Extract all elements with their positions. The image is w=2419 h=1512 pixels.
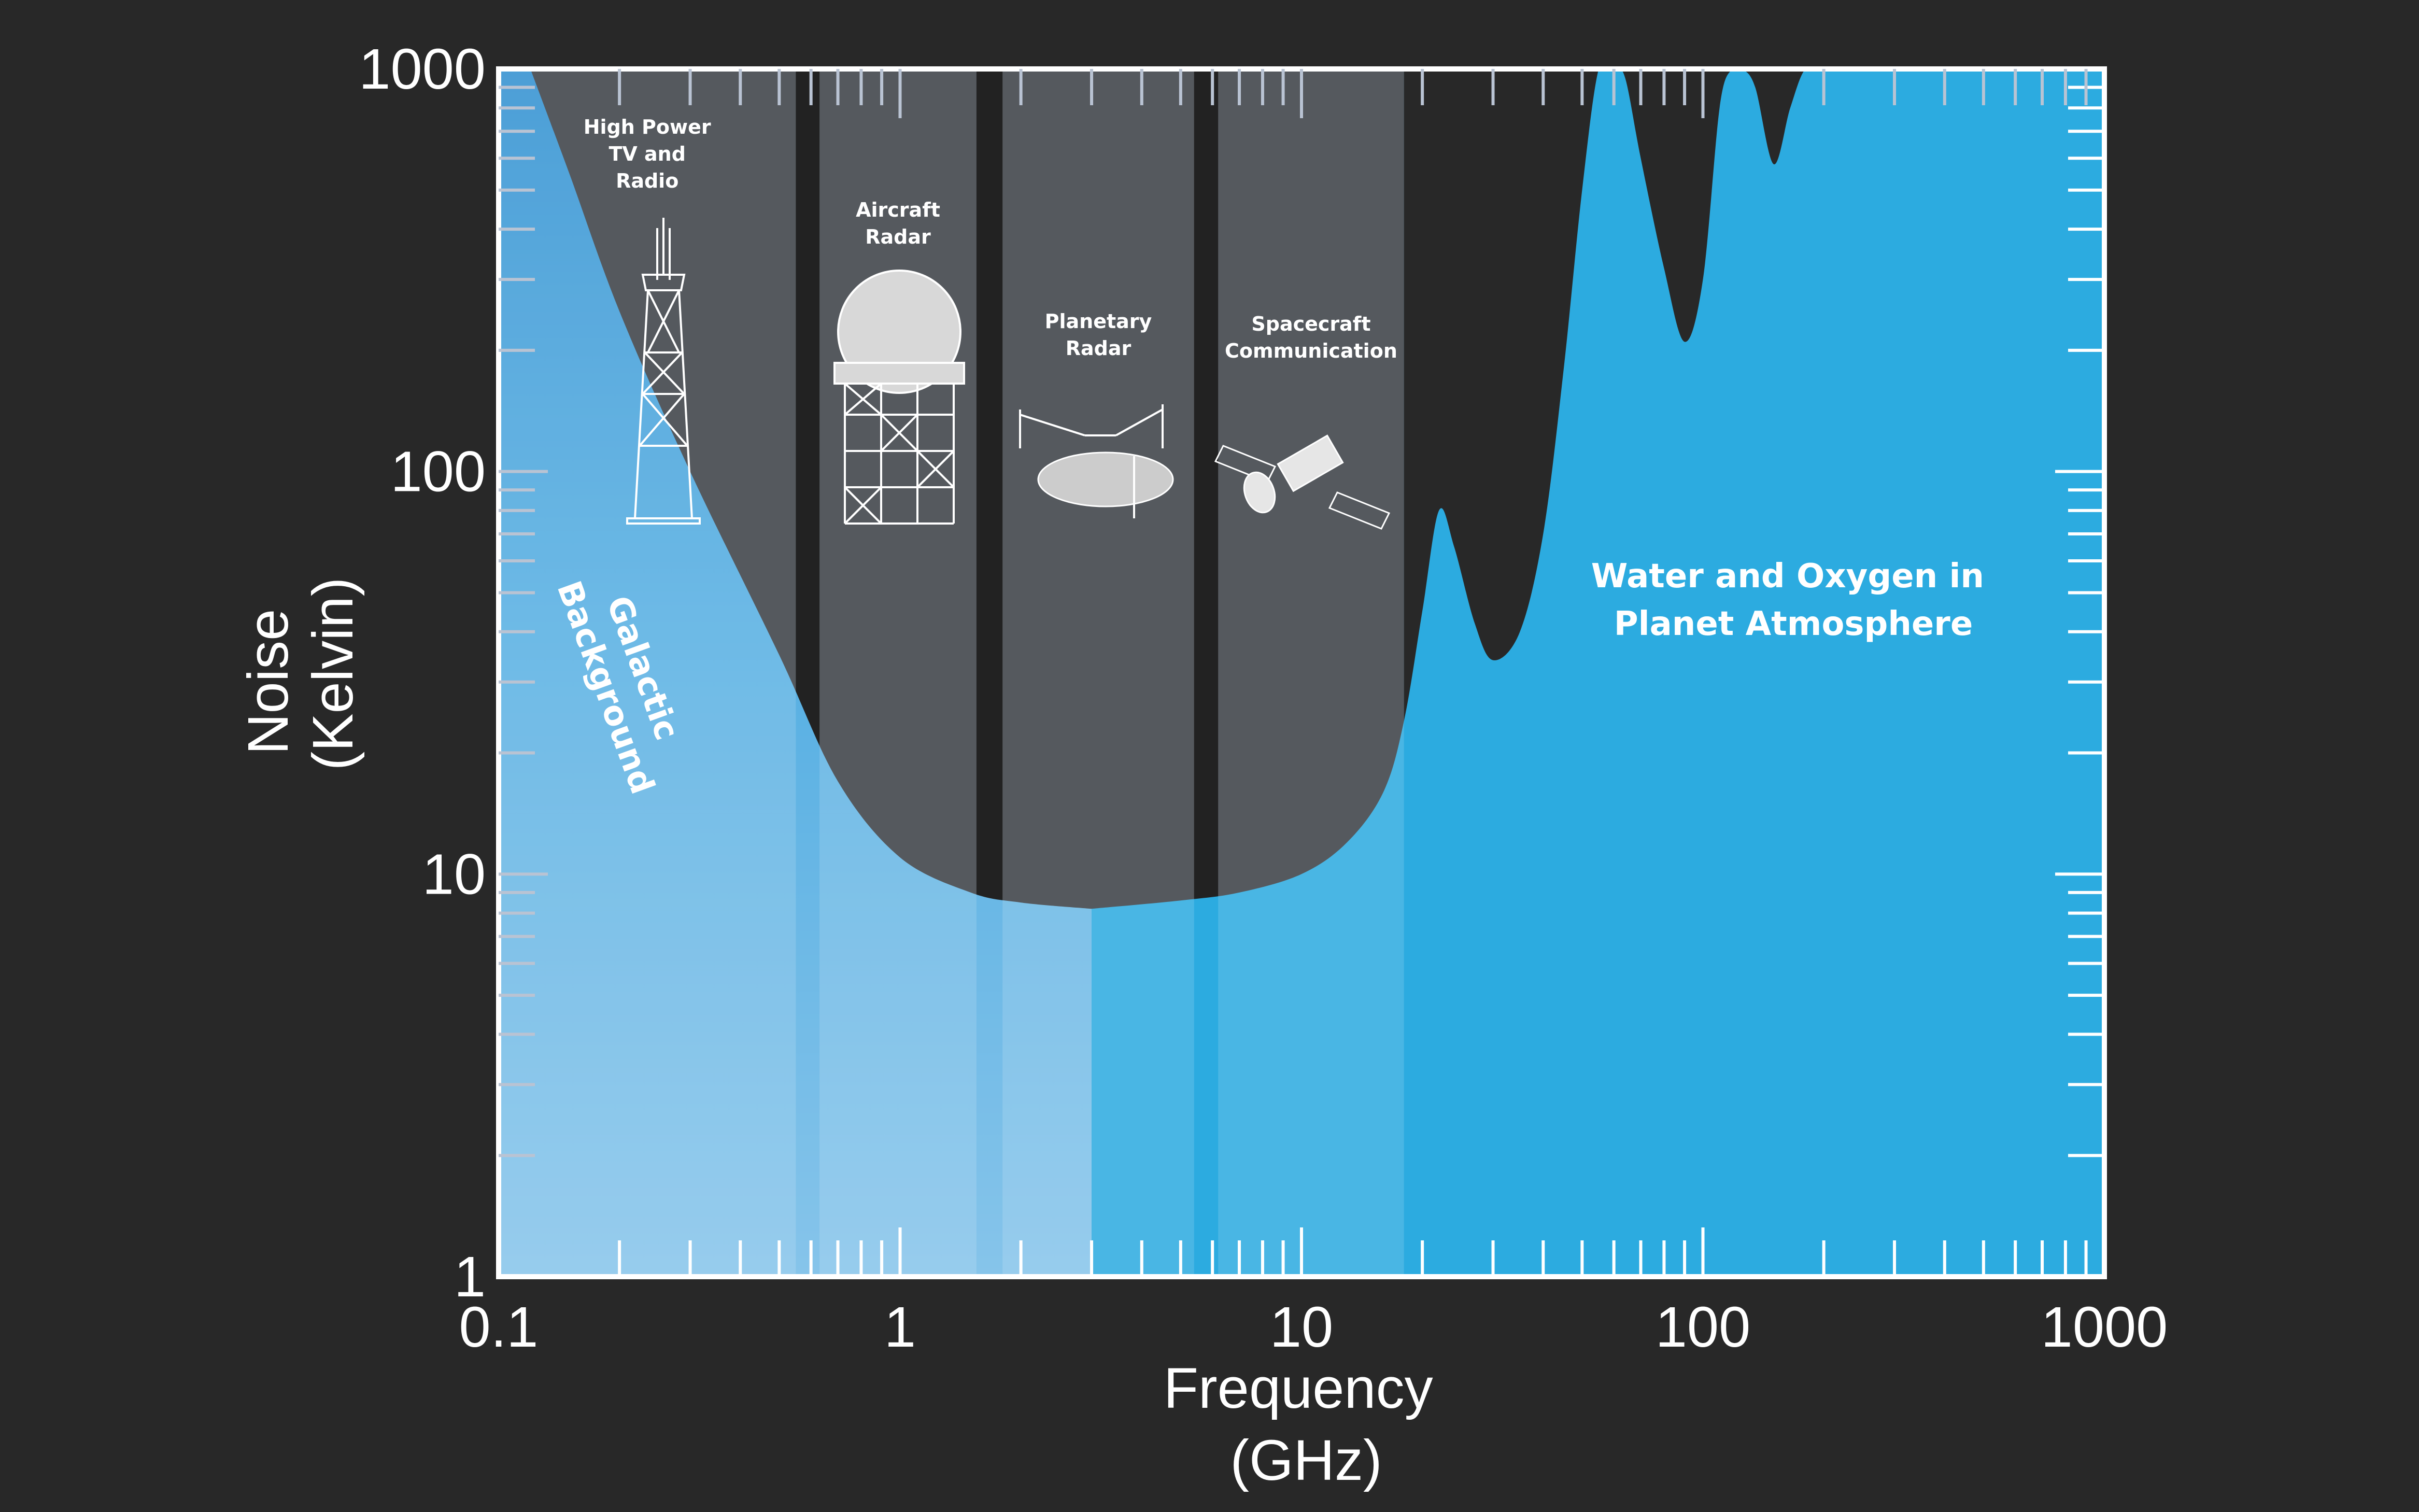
tower-crossbar — [641, 274, 686, 291]
band-label-line: Radar — [1066, 337, 1131, 360]
band-overlay — [1002, 69, 1194, 1277]
y-axis-title-line-1: Noise — [236, 609, 300, 755]
spacecraft-body — [1277, 434, 1344, 492]
band-label-line: Communication — [1225, 340, 1397, 362]
band-overlay — [499, 69, 796, 1277]
x-tick-label: 0.1 — [459, 1295, 539, 1359]
telescope-cables — [1019, 404, 1164, 518]
band-label: Planetary Radar — [1045, 310, 1152, 360]
x-tick-label: 10 — [1270, 1295, 1333, 1359]
band-label-line: TV and — [609, 143, 685, 165]
x-axis-title-line-1: Frequency — [1164, 1356, 1433, 1420]
atmosphere-label-line-1: Water and Oxygen in — [1591, 557, 1984, 596]
band-label-line: High Power — [584, 116, 711, 138]
band-label-line: Radar — [865, 225, 931, 248]
telescope-dish — [1037, 451, 1174, 507]
y-tick-label: 10 — [422, 842, 486, 906]
x-tick-label: 1000 — [2041, 1295, 2168, 1359]
radio-tower-icon — [626, 218, 701, 525]
atmosphere-label-line-2: Planet Atmosphere — [1614, 605, 1973, 643]
band-label-line: Spacecraft — [1251, 313, 1370, 335]
band-label: High Power TV and Radio — [584, 116, 711, 192]
band-label-line: Planetary — [1045, 310, 1152, 333]
atmosphere-label: Water and Oxygen in Planet Atmosphere — [1591, 557, 1996, 643]
solar-panel-right — [1328, 491, 1391, 530]
radio-telescope-icon — [1019, 404, 1174, 518]
band-label: Spacecraft Communication — [1225, 313, 1397, 362]
spacecraft-icon — [1214, 434, 1391, 530]
band-label: Aircraft Radar — [856, 199, 940, 248]
atmosphere-area — [1092, 69, 2104, 1277]
band-label-line: Radio — [616, 169, 678, 192]
y-tick-label: 1 — [454, 1245, 486, 1309]
radar-tower-lattice — [844, 383, 955, 525]
band-label-line: Aircraft — [856, 199, 940, 221]
tower-lattice — [634, 290, 693, 519]
y-tick-label: 100 — [390, 440, 486, 504]
y-axis-title: Noise (Kelvin) — [236, 577, 365, 771]
x-axis-title-line-2: (GHz) — [1230, 1429, 1382, 1492]
x-tick-label: 1 — [884, 1295, 916, 1359]
radome-ring — [833, 362, 965, 385]
radar-dome-icon — [833, 270, 965, 525]
band-overlay — [819, 69, 977, 1277]
galactic-background-area — [499, 69, 1092, 1277]
band-overlay — [1218, 69, 1404, 1277]
x-axis-title: Frequency (GHz) — [1164, 1356, 1449, 1492]
x-tick-label: 100 — [1656, 1295, 1751, 1359]
spacecraft-antenna — [1243, 471, 1276, 514]
y-axis-title-line-2: (Kelvin) — [301, 577, 365, 771]
y-tick-label: 1000 — [359, 37, 486, 101]
tower-base — [626, 517, 701, 525]
